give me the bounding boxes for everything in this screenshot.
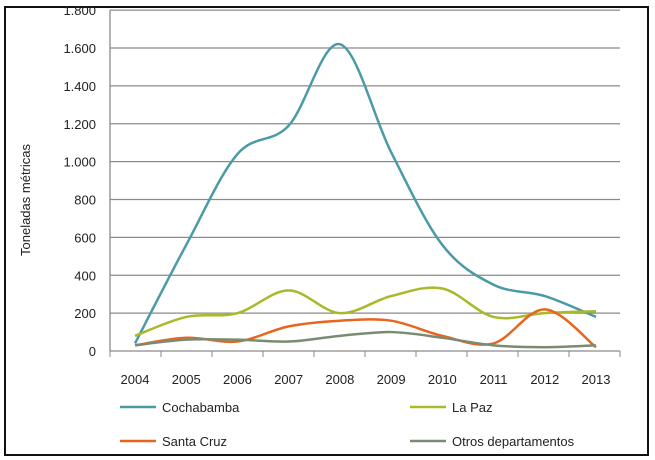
series-line-3 (134, 330, 597, 349)
x-tick-label: 2010 (428, 372, 457, 387)
x-tick-label: 2011 (480, 372, 508, 387)
x-tick-label: 2006 (223, 372, 252, 387)
legend-label: Otros departamentos (452, 434, 575, 449)
legend-label: Cochabamba (162, 400, 240, 415)
legend-label: La Paz (452, 400, 492, 415)
y-tick-label: 400 (74, 268, 96, 283)
y-tick-label: 800 (74, 193, 96, 208)
x-tick-label: 2009 (377, 372, 406, 387)
x-tick-label: 2008 (325, 372, 354, 387)
y-tick-label: 1.200 (63, 117, 96, 132)
legend-label: Santa Cruz (162, 434, 227, 449)
series-line-0 (133, 42, 597, 345)
y-tick-label: 0 (89, 344, 96, 359)
y-tick-label: 1.000 (63, 155, 96, 170)
y-tick-label: 600 (74, 230, 96, 245)
chart-frame (4, 6, 649, 456)
x-tick-label: 2005 (172, 372, 201, 387)
y-tick-label: 1.800 (63, 3, 96, 18)
y-tick-label: 200 (74, 306, 96, 321)
x-tick-label: 2004 (121, 372, 150, 387)
y-tick-label: 1.400 (63, 79, 96, 94)
y-tick-label: 1.600 (63, 41, 96, 56)
x-tick-label: 2012 (530, 372, 559, 387)
y-axis-label: Toneladas métricas (18, 144, 33, 256)
x-tick-label: 2013 (582, 372, 611, 387)
series-line-1 (134, 286, 597, 338)
x-tick-label: 2007 (274, 372, 303, 387)
